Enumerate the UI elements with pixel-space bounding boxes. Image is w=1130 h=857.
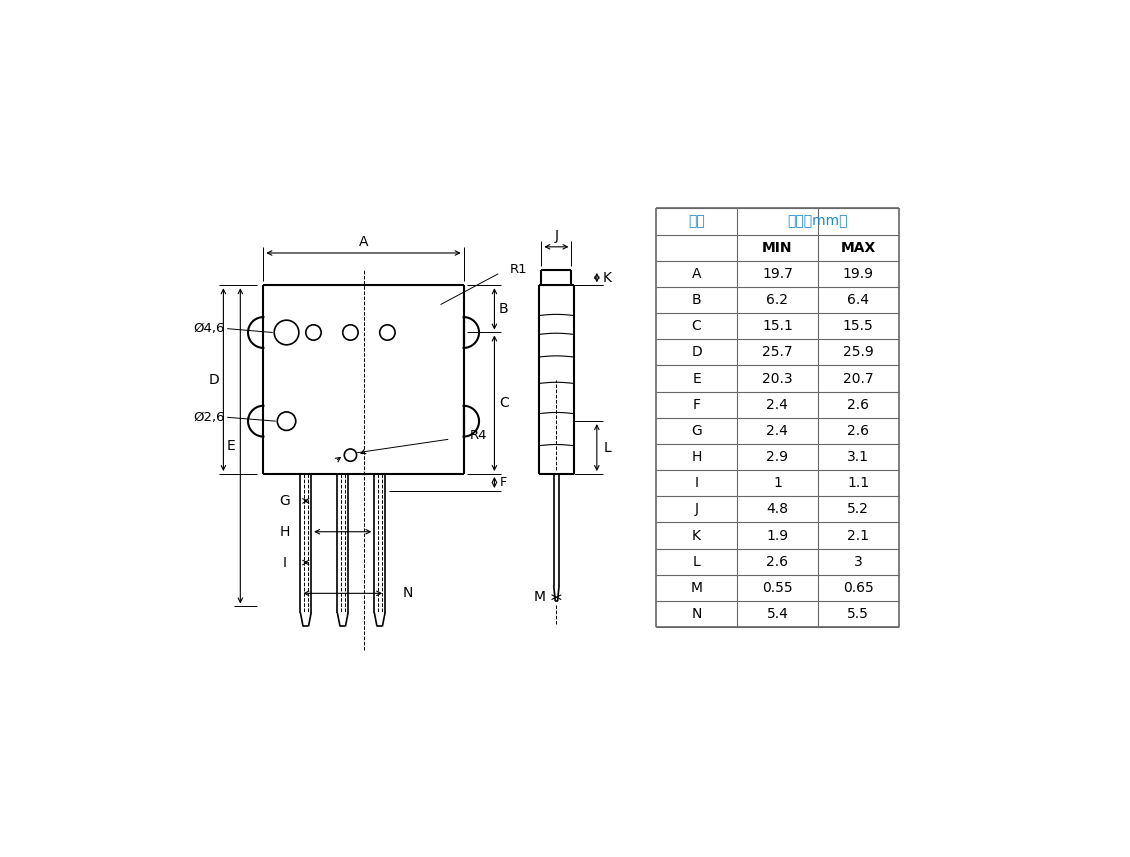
- Text: I: I: [282, 555, 287, 570]
- Text: 符号: 符号: [688, 214, 705, 229]
- Text: K: K: [603, 271, 612, 285]
- Text: J: J: [555, 229, 558, 243]
- Text: Ø4,6: Ø4,6: [193, 322, 225, 335]
- Text: 20.3: 20.3: [762, 371, 793, 386]
- Text: H: H: [280, 524, 290, 539]
- Text: I: I: [695, 476, 698, 490]
- Text: 0.65: 0.65: [843, 581, 873, 595]
- Text: 2.6: 2.6: [848, 398, 869, 411]
- Text: E: E: [227, 439, 235, 452]
- Text: M: M: [533, 590, 546, 604]
- Text: L: L: [693, 554, 701, 569]
- Text: G: G: [692, 424, 702, 438]
- Text: 5.2: 5.2: [848, 502, 869, 517]
- Text: 0.55: 0.55: [762, 581, 793, 595]
- Text: L: L: [603, 440, 611, 454]
- Text: 2.4: 2.4: [766, 424, 789, 438]
- Text: 1.1: 1.1: [848, 476, 869, 490]
- Text: 2.6: 2.6: [848, 424, 869, 438]
- Text: 19.7: 19.7: [762, 267, 793, 281]
- Text: 25.7: 25.7: [762, 345, 793, 359]
- Text: H: H: [692, 450, 702, 464]
- Text: 6.2: 6.2: [766, 293, 789, 307]
- Text: K: K: [692, 529, 701, 542]
- Text: D: D: [692, 345, 702, 359]
- Text: 25.9: 25.9: [843, 345, 873, 359]
- Text: D: D: [209, 373, 219, 387]
- Text: J: J: [695, 502, 698, 517]
- Text: 1.9: 1.9: [766, 529, 789, 542]
- Text: C: C: [692, 319, 702, 333]
- Text: 2.9: 2.9: [766, 450, 789, 464]
- Text: R1: R1: [510, 263, 528, 277]
- Text: 2.1: 2.1: [848, 529, 869, 542]
- Text: B: B: [692, 293, 702, 307]
- Text: E: E: [693, 371, 701, 386]
- Text: M: M: [690, 581, 703, 595]
- Text: MIN: MIN: [762, 241, 792, 255]
- Text: MAX: MAX: [841, 241, 876, 255]
- Text: 15.1: 15.1: [762, 319, 793, 333]
- Text: A: A: [692, 267, 702, 281]
- Text: B: B: [498, 302, 508, 316]
- Text: 2.6: 2.6: [766, 554, 789, 569]
- Text: C: C: [498, 396, 508, 411]
- Text: R4: R4: [470, 429, 487, 442]
- Text: 5.4: 5.4: [766, 607, 789, 621]
- Text: 2.4: 2.4: [766, 398, 789, 411]
- Text: 20.7: 20.7: [843, 371, 873, 386]
- Text: 19.9: 19.9: [843, 267, 873, 281]
- Text: F: F: [501, 476, 507, 489]
- Text: 5.5: 5.5: [848, 607, 869, 621]
- Text: 6.4: 6.4: [848, 293, 869, 307]
- Text: N: N: [403, 586, 414, 601]
- Text: A: A: [359, 235, 368, 249]
- Text: 15.5: 15.5: [843, 319, 873, 333]
- Text: 3: 3: [854, 554, 862, 569]
- Text: 1: 1: [773, 476, 782, 490]
- Text: F: F: [693, 398, 701, 411]
- Text: 3.1: 3.1: [848, 450, 869, 464]
- Text: G: G: [279, 494, 290, 508]
- Text: 数値（mm）: 数値（mm）: [788, 214, 849, 229]
- Text: 4.8: 4.8: [766, 502, 789, 517]
- Text: Ø2,6: Ø2,6: [193, 411, 225, 424]
- Text: N: N: [692, 607, 702, 621]
